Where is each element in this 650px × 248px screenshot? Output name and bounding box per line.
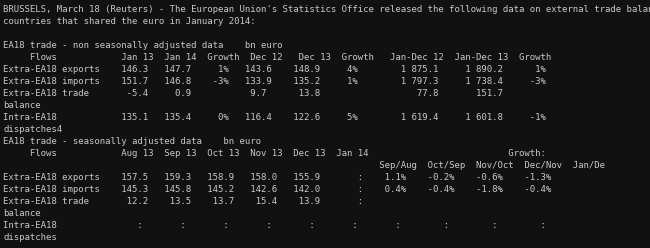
Text: Flows            Jan 13  Jan 14  Growth  Dec 12   Dec 13  Growth   Jan-Dec 12  J: Flows Jan 13 Jan 14 Growth Dec 12 Dec 13… [3, 53, 551, 62]
Text: Intra-EA18            135.1   135.4     0%   116.4    122.6     5%        1 619.: Intra-EA18 135.1 135.4 0% 116.4 122.6 5%… [3, 113, 546, 122]
Text: Flows            Aug 13  Sep 13  Oct 13  Nov 13  Dec 13  Jan 14                 : Flows Aug 13 Sep 13 Oct 13 Nov 13 Dec 13… [3, 149, 546, 158]
Text: balance: balance [3, 101, 40, 110]
Text: balance: balance [3, 209, 40, 218]
Text: Extra-EA18 trade       12.2    13.5    13.7    15.4    13.9       :: Extra-EA18 trade 12.2 13.5 13.7 15.4 13.… [3, 197, 363, 206]
Text: Extra-EA18 imports    145.3   145.8   145.2   142.6   142.0       :    0.4%    -: Extra-EA18 imports 145.3 145.8 145.2 142… [3, 185, 551, 194]
Text: Extra-EA18 imports    151.7   146.8    -3%   133.9    135.2     1%        1 797.: Extra-EA18 imports 151.7 146.8 -3% 133.9… [3, 77, 546, 86]
Text: Intra-EA18               :       :       :       :       :       :       :      : Intra-EA18 : : : : : : : [3, 221, 546, 230]
Text: BRUSSELS, March 18 (Reuters) - The European Union's Statistics Office released t: BRUSSELS, March 18 (Reuters) - The Europ… [3, 5, 650, 14]
Text: dispatches4: dispatches4 [3, 125, 62, 134]
Text: Extra-EA18 trade       -5.4     0.9           9.7      13.8                  77.: Extra-EA18 trade -5.4 0.9 9.7 13.8 77. [3, 89, 503, 98]
Text: EA18 trade - seasonally adjusted data    bn euro: EA18 trade - seasonally adjusted data bn… [3, 137, 261, 146]
Text: dispatches: dispatches [3, 233, 57, 242]
Text: Extra-EA18 exports    157.5   159.3   158.9   158.0   155.9       :    1.1%    -: Extra-EA18 exports 157.5 159.3 158.9 158… [3, 173, 551, 182]
Text: EA18 trade - non seasonally adjusted data    bn euro: EA18 trade - non seasonally adjusted dat… [3, 41, 283, 50]
Text: Extra-EA18 exports    146.3   147.7     1%   143.6    148.9     4%        1 875.: Extra-EA18 exports 146.3 147.7 1% 143.6 … [3, 65, 546, 74]
Text: Sep/Aug  Oct/Sep  Nov/Oct  Dec/Nov  Jan/De: Sep/Aug Oct/Sep Nov/Oct Dec/Nov Jan/De [3, 161, 605, 170]
Text: countries that shared the euro in January 2014:: countries that shared the euro in Januar… [3, 17, 255, 26]
